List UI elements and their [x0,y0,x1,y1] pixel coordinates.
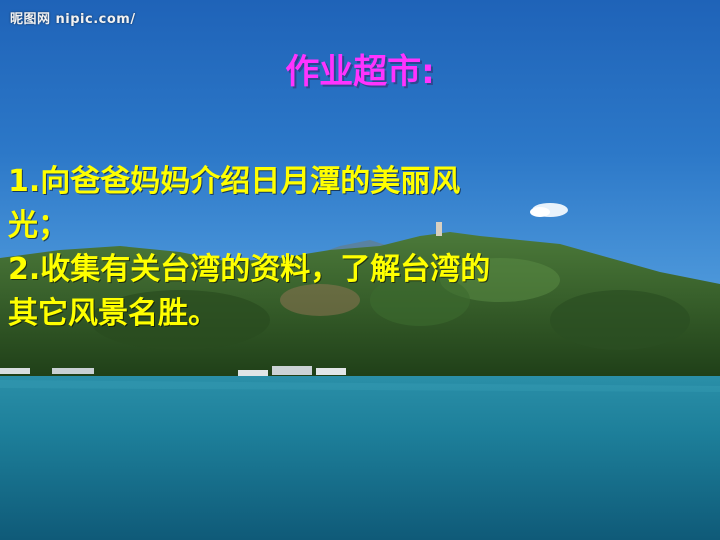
lake-water [0,376,720,540]
homework-list: 1.向爸爸妈妈介绍日月潭的美丽风 光； 2.收集有关台湾的资料，了解台湾的 其它… [8,160,648,336]
slide-title: 作业超市: [285,52,435,92]
homework-line-1: 1.向爸爸妈妈介绍日月潭的美丽风 [8,164,461,199]
homework-line-2-continued: 其它风景名胜。 [8,296,218,331]
pagoda [436,222,442,236]
watermark-text: 昵图网 nipic.com/ [10,12,136,27]
homework-line-1-continued: 光； [8,208,68,243]
homework-line-2: 2.收集有关台湾的资料，了解台湾的 [8,252,491,287]
